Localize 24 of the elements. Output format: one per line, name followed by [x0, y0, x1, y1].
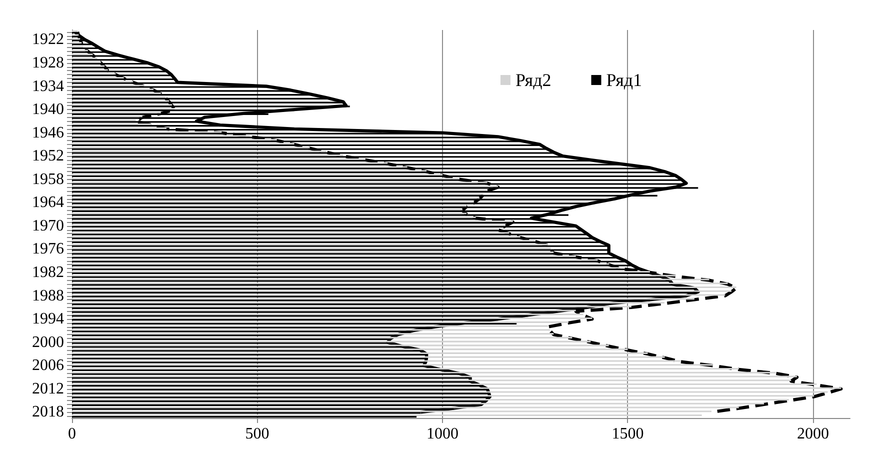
- y-tick-label: 1982: [32, 264, 64, 281]
- y-tick-label: 2012: [32, 380, 64, 398]
- legend-label: Ряд2: [515, 70, 552, 90]
- x-tick-label: 1000: [426, 426, 458, 442]
- y-tick-label: 1994: [32, 310, 64, 328]
- y-tick-label: 1934: [32, 78, 64, 95]
- y-tick-label: 1988: [32, 287, 64, 304]
- y-tick-label: 1958: [32, 170, 64, 188]
- y-tick-label: 1970: [32, 217, 64, 234]
- y-tick-label: 2018: [32, 404, 64, 421]
- x-tick-label: 2000: [796, 426, 829, 442]
- y-tick-label: 1928: [32, 54, 64, 72]
- legend-label: Ряд1: [606, 70, 642, 90]
- x-tick-label: 1500: [612, 426, 644, 442]
- y-tick-label: 1940: [32, 101, 64, 118]
- y-tick-label: 1964: [32, 194, 64, 212]
- y-tick-label: 1946: [32, 124, 64, 142]
- y-tick-label: 1976: [32, 240, 64, 258]
- y-tick-label: 2000: [32, 334, 64, 351]
- x-tick-label: 500: [245, 426, 270, 442]
- y-tick-label: 1952: [32, 148, 64, 165]
- y-tick-label: 2006: [32, 357, 64, 374]
- x-tick-label: 0: [68, 426, 76, 442]
- y-tick-label: 1922: [32, 31, 64, 48]
